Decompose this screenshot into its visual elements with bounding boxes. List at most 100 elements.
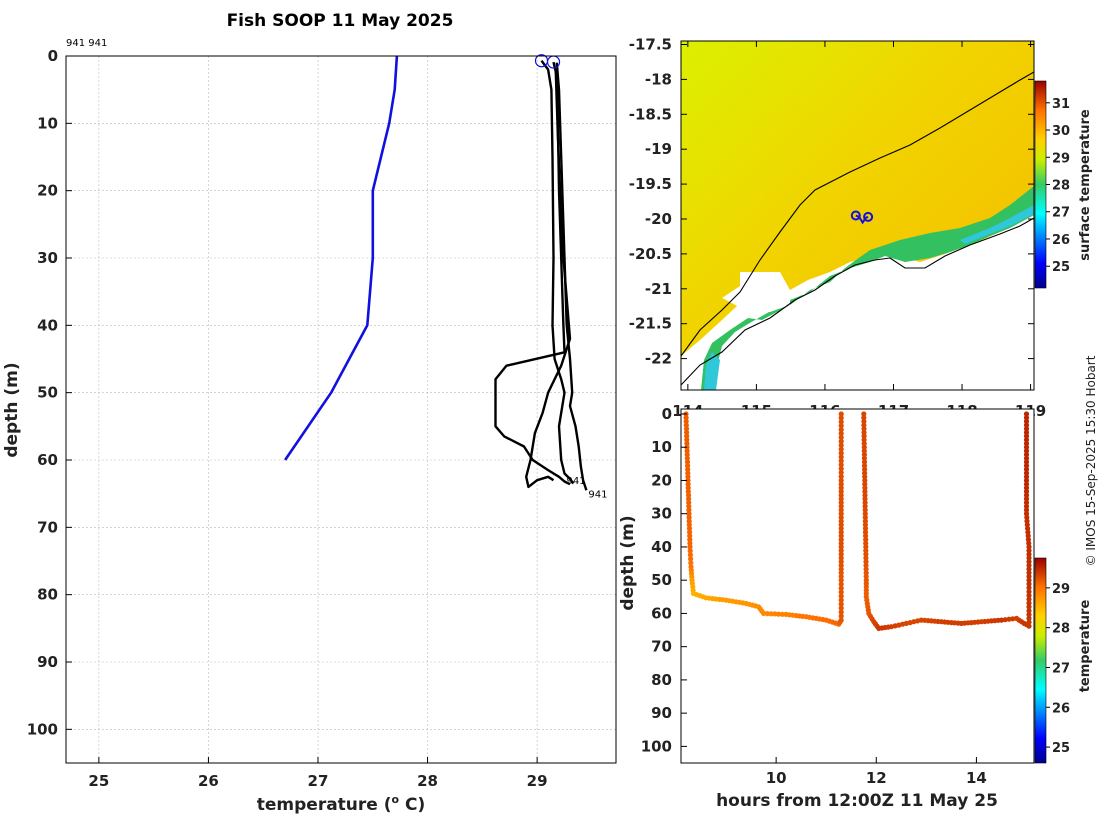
section-point — [684, 455, 690, 461]
profile-y-tick-label: 90 — [37, 653, 58, 671]
section-point — [862, 511, 868, 517]
section-point — [861, 444, 867, 450]
section-point — [838, 551, 844, 557]
section-point — [1026, 551, 1032, 557]
cold-patch-west — [704, 352, 720, 390]
profile-line-climatology — [284, 55, 399, 461]
section-point — [1023, 470, 1030, 476]
section-point — [838, 419, 844, 425]
section-y-label: depth (m) — [618, 515, 638, 610]
profile-x-tick-label: 27 — [308, 772, 329, 790]
section-y-tick-label: 20 — [651, 471, 672, 489]
section-point — [838, 411, 844, 417]
section-y-tick-label: 60 — [651, 604, 672, 622]
profile-y-tick-label: 40 — [37, 316, 58, 334]
section-point — [838, 589, 844, 595]
section-point — [1023, 448, 1030, 454]
section-point — [685, 488, 691, 495]
map-colorbar — [1034, 80, 1047, 289]
section-point — [1023, 437, 1030, 443]
section-point — [862, 522, 869, 528]
section-point — [686, 522, 692, 528]
section-point — [838, 415, 844, 421]
profile-axes-box — [65, 55, 617, 764]
section-point — [861, 459, 868, 465]
profile-y-label: depth (m) — [2, 362, 22, 457]
section-point — [1023, 415, 1030, 421]
section-point — [861, 437, 867, 443]
section-point — [1023, 433, 1030, 439]
section-point — [862, 492, 868, 498]
profile-x-tick-label: 26 — [198, 772, 219, 790]
section-y-tick-label: 50 — [651, 571, 672, 589]
map-y-tick-label: -21.5 — [629, 315, 672, 333]
bathymetry-contour — [681, 71, 1034, 357]
section-point — [863, 555, 869, 561]
section-point — [838, 492, 844, 498]
section-point — [684, 440, 690, 447]
section-point — [838, 481, 844, 487]
section-point — [862, 481, 868, 487]
section-point — [862, 500, 868, 506]
section-point — [838, 522, 844, 528]
profile-end-label: 941 — [567, 476, 586, 487]
section-point — [1026, 592, 1032, 599]
section-point — [1025, 537, 1031, 543]
map-y-tick-label: -20.5 — [629, 245, 672, 263]
section-point — [1025, 525, 1031, 532]
section-y-tick-label: 30 — [651, 505, 672, 523]
profile-y-tick-label: 50 — [37, 384, 58, 402]
section-point — [1026, 581, 1032, 587]
section-point — [687, 552, 694, 558]
section-point — [1026, 577, 1032, 583]
section-point — [687, 548, 693, 554]
section-point — [838, 470, 844, 476]
section-point — [1026, 555, 1032, 561]
section-point — [863, 537, 869, 543]
section-point — [1023, 452, 1030, 458]
section-point — [1024, 522, 1030, 528]
section-point — [1023, 485, 1030, 491]
profile-y-tick-label: 70 — [37, 518, 58, 536]
section-point — [1023, 411, 1030, 417]
section-point — [862, 470, 868, 476]
section-colorbar-tick-label: 25 — [1052, 741, 1070, 756]
section-point — [1026, 619, 1032, 625]
section-y-tick-label: 10 — [651, 438, 672, 456]
section-axes-box — [680, 408, 1035, 764]
section-point — [861, 422, 867, 428]
section-y-tick-label: 100 — [641, 737, 672, 755]
section-point — [863, 559, 869, 565]
section-point — [862, 496, 868, 502]
section-point — [685, 466, 691, 472]
profile-ticks: 25 26 27 28 29 0 10 20 30 40 50 60 70 80 90 100 — [27, 47, 548, 790]
section-point — [1026, 559, 1032, 565]
section-point — [1026, 589, 1032, 595]
section-panel: 0 10 20 30 40 50 60 70 80 90 100 10 12 14 hours from … — [618, 405, 1093, 811]
section-point — [838, 562, 844, 569]
section-point — [687, 537, 693, 543]
section-point — [861, 452, 868, 458]
section-point — [1023, 507, 1030, 513]
section-point — [838, 525, 844, 532]
section-point — [838, 450, 844, 456]
section-point — [1023, 503, 1030, 509]
section-colorbar-label: temperature — [1078, 600, 1093, 693]
section-point — [838, 462, 844, 468]
profile-y-tick-label: 60 — [37, 451, 58, 469]
section-point — [838, 555, 844, 561]
section-point — [862, 529, 869, 535]
section-point — [686, 500, 692, 506]
section-point — [838, 601, 844, 607]
map-y-tick-label: -21 — [645, 280, 672, 298]
section-point — [838, 593, 844, 599]
profile-x-tick-label: 29 — [527, 772, 548, 790]
section-point — [1026, 585, 1032, 591]
map-colorbar-tick-label: 26 — [1052, 233, 1070, 248]
section-point — [685, 477, 691, 484]
section-point — [838, 503, 844, 509]
section-point — [838, 496, 844, 502]
section-point — [1026, 608, 1032, 614]
section-point — [1010, 616, 1016, 622]
